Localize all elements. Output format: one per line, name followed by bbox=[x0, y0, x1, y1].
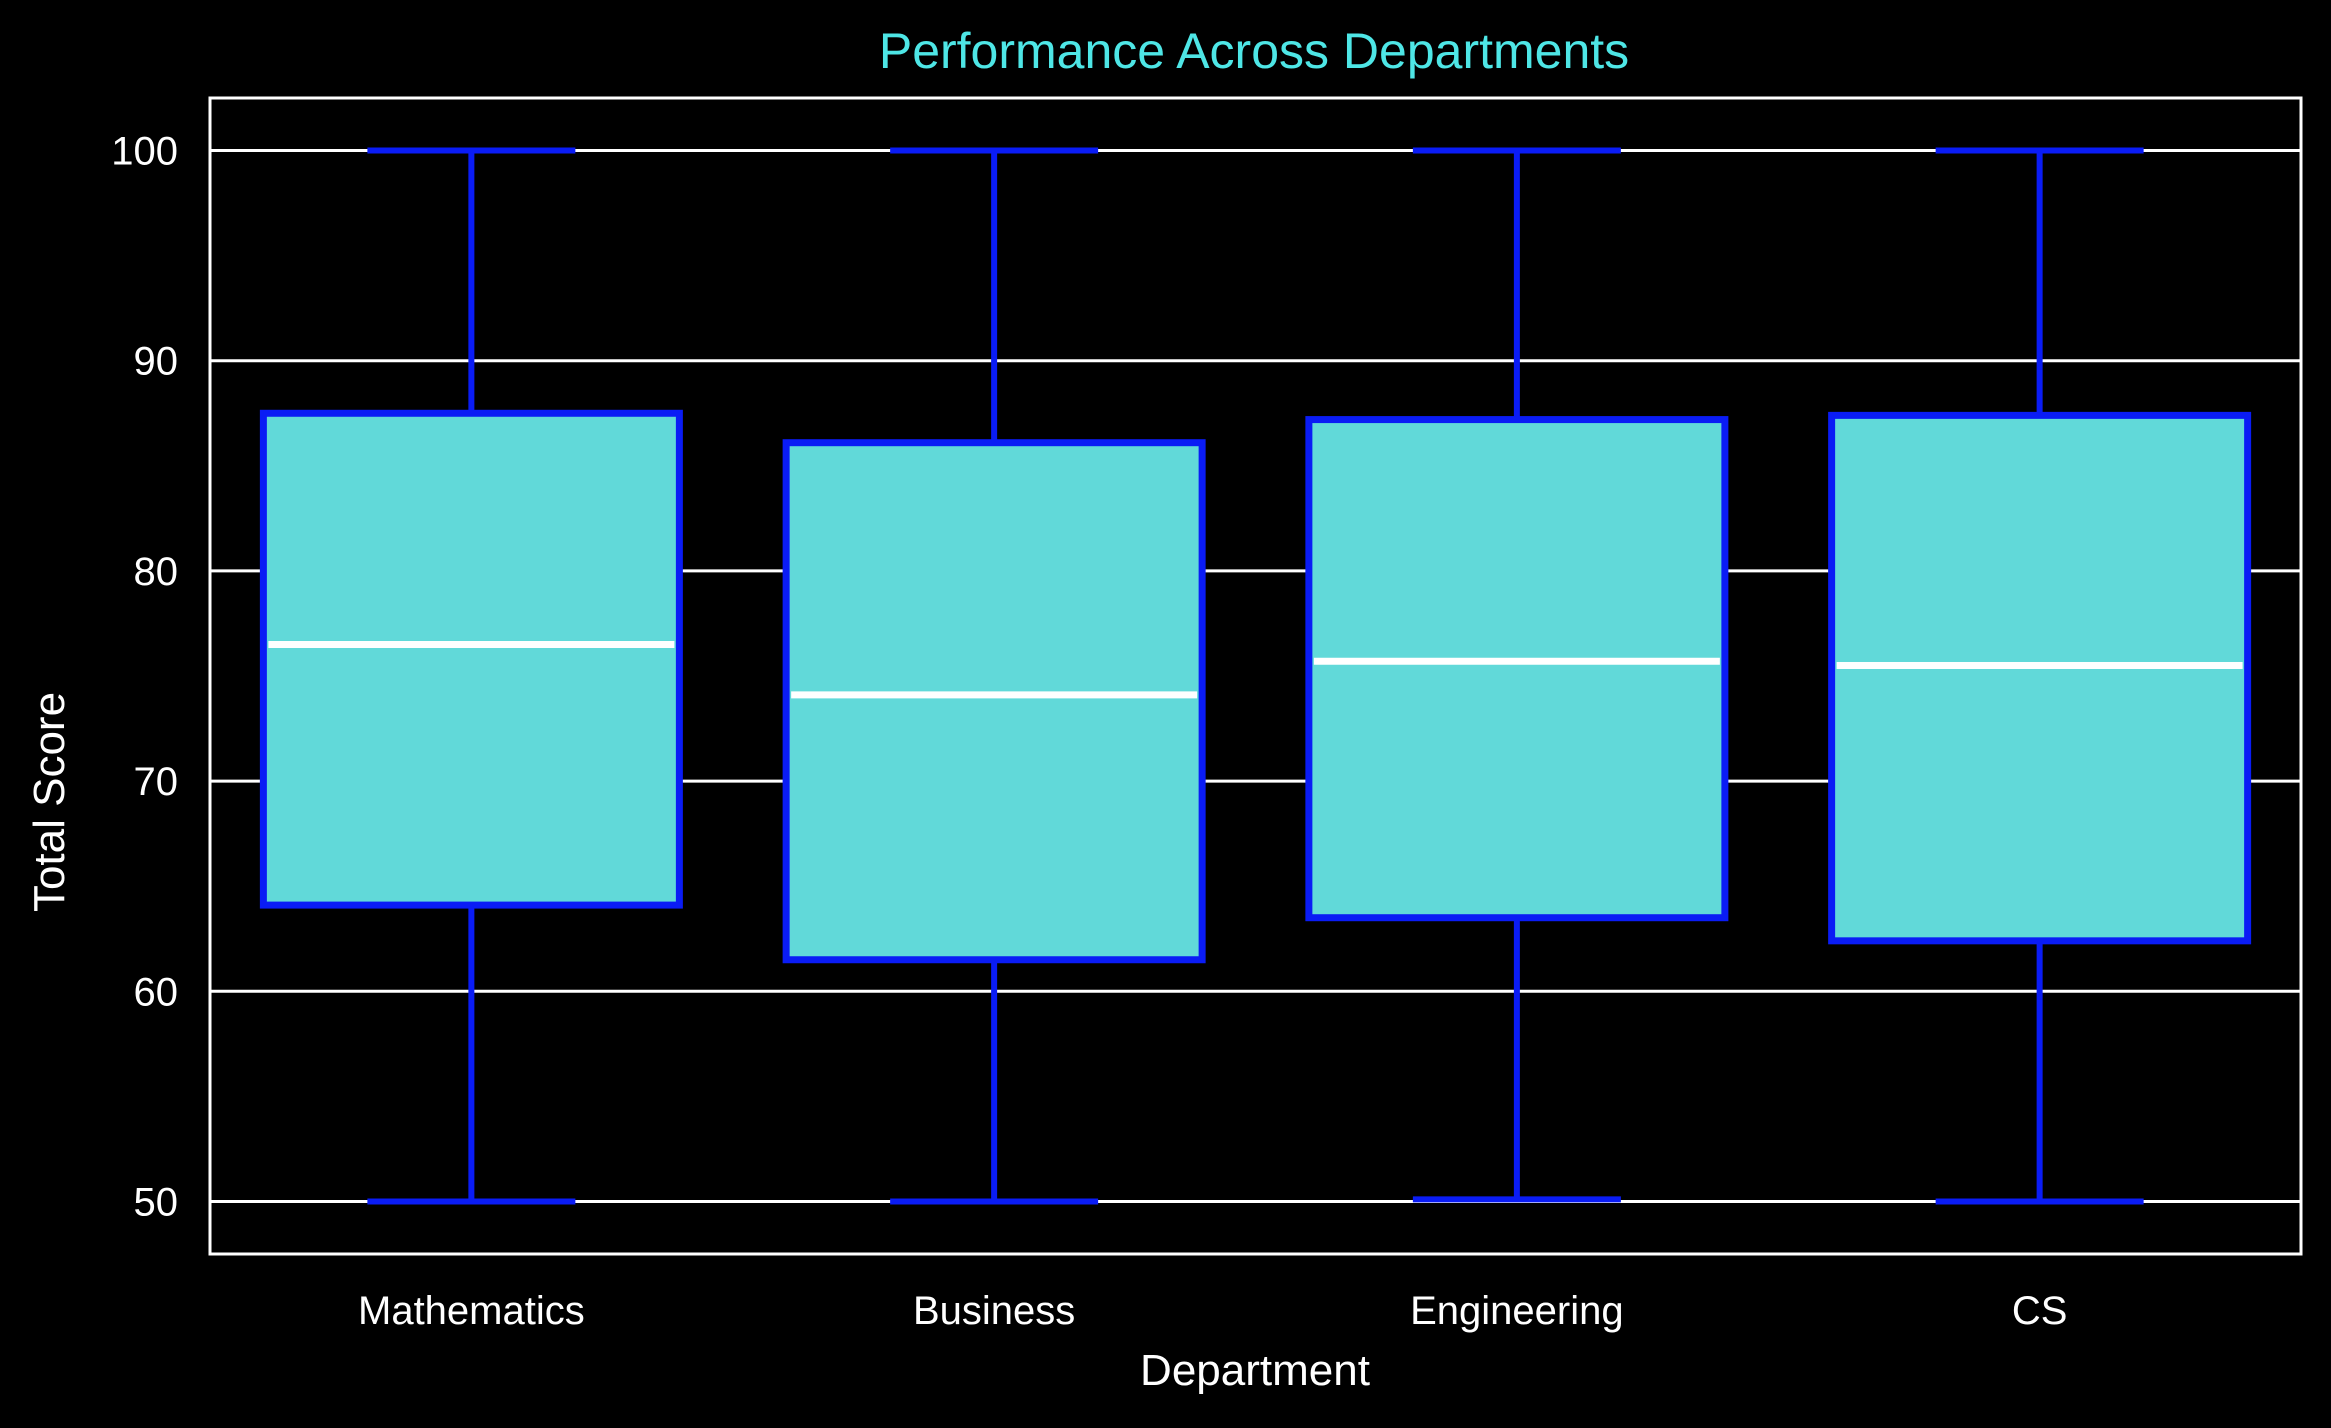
box-mathematics bbox=[259, 147, 683, 1205]
chart-title: Performance Across Departments bbox=[879, 23, 1629, 79]
x-tick-labels: Mathematics Business Engineering CS bbox=[358, 1289, 2067, 1333]
x-axis-label: Department bbox=[1140, 1346, 1370, 1395]
iqr-box-mathematics bbox=[259, 409, 683, 909]
y-tick-label-70: 70 bbox=[134, 760, 179, 804]
y-axis-label: Total Score bbox=[25, 692, 74, 912]
y-tick-label-100: 100 bbox=[111, 130, 178, 174]
y-tick-labels: 50 60 70 80 90 100 bbox=[111, 130, 178, 1225]
box-engineering bbox=[1305, 147, 1729, 1203]
y-tick-label-60: 60 bbox=[134, 970, 179, 1014]
plot-frame bbox=[208, 96, 2303, 1256]
y-tick-label-80: 80 bbox=[134, 550, 179, 594]
x-tick-label-mathematics: Mathematics bbox=[358, 1289, 585, 1333]
iqr-box-business bbox=[782, 439, 1206, 964]
x-tick-label-business: Business bbox=[913, 1289, 1075, 1333]
boxes bbox=[259, 147, 2252, 1205]
x-tick-label-engineering: Engineering bbox=[1410, 1289, 1624, 1333]
y-tick-label-90: 90 bbox=[134, 340, 179, 384]
iqr-box-engineering bbox=[1305, 416, 1729, 922]
iqr-box-cs bbox=[1828, 411, 2252, 945]
y-tick-label-50: 50 bbox=[134, 1180, 179, 1224]
box-cs bbox=[1828, 147, 2252, 1205]
box-business bbox=[782, 147, 1206, 1205]
x-tick-label-cs: CS bbox=[2012, 1289, 2068, 1333]
